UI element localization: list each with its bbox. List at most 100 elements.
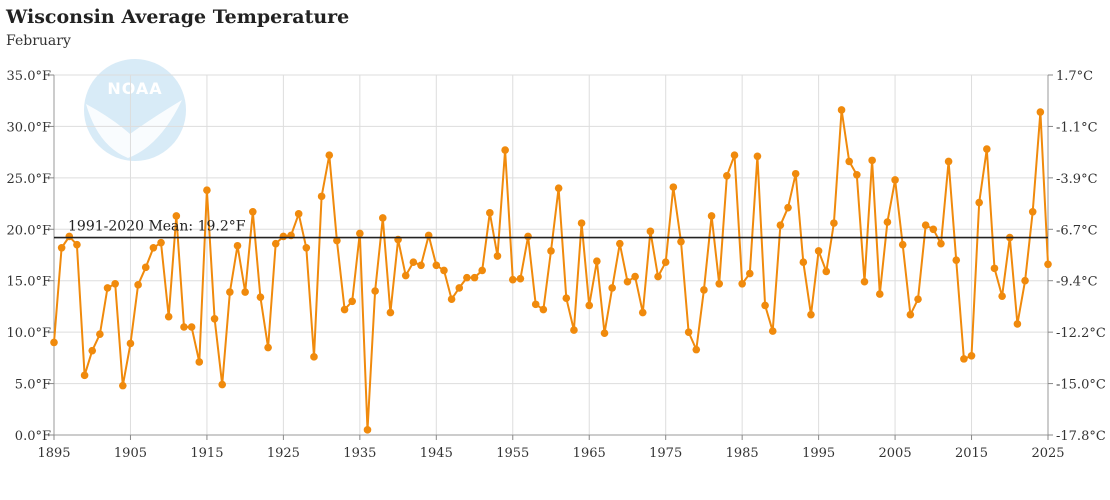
data-point [463, 273, 471, 282]
data-point [868, 156, 876, 165]
data-point [241, 288, 249, 296]
x-tick-label: 1995 [802, 446, 835, 461]
data-point [88, 346, 97, 355]
x-tick-label: 1925 [267, 446, 300, 461]
data-point [761, 301, 769, 310]
x-tick-label: 1965 [573, 446, 606, 461]
data-point [906, 310, 915, 319]
data-point [233, 241, 242, 250]
data-point [577, 219, 586, 227]
y2-tick-label: -17.8°C [1056, 429, 1106, 444]
data-point [134, 281, 142, 289]
data-point [960, 355, 968, 363]
x-tick-label: 1945 [420, 446, 453, 461]
data-point [1021, 276, 1029, 285]
x-tick-label: 1905 [114, 446, 147, 461]
data-point [1013, 320, 1022, 328]
data-point [776, 221, 785, 229]
x-tick-label: 2005 [879, 446, 912, 461]
data-point [547, 247, 555, 255]
data-point [661, 258, 670, 267]
y-axis-ticks-left: 0.0°F 5.0°F 10.0°F 15.0°F 20.0°F 25.0°F 30.0°F… [7, 69, 54, 444]
data-point [860, 277, 869, 286]
data-point [149, 244, 158, 252]
data-point [356, 229, 364, 238]
y-tick-label: 15.0°F [7, 275, 51, 290]
data-point [226, 288, 234, 296]
data-point [378, 214, 387, 222]
data-point [57, 244, 66, 252]
logo-bird-shape [86, 100, 182, 158]
data-point [638, 308, 647, 317]
data-point [279, 232, 288, 241]
y2-tick-label: -6.7°C [1056, 223, 1098, 238]
y-tick-label: 5.0°F [15, 378, 51, 393]
data-point [837, 106, 846, 114]
data-point [401, 271, 410, 280]
data-point [998, 292, 1006, 300]
data-point [432, 261, 441, 270]
data-point [600, 329, 609, 337]
data-point [409, 258, 418, 267]
data-point [516, 274, 525, 283]
data-point [883, 218, 892, 226]
data-point [340, 305, 349, 314]
data-point [103, 284, 112, 292]
data-point [325, 151, 334, 160]
data-point [386, 308, 395, 317]
data-point [753, 152, 762, 161]
data-point [172, 212, 181, 220]
data-point [1028, 208, 1037, 216]
x-tick-label: 1975 [649, 446, 682, 461]
data-point [921, 221, 930, 229]
data-point [898, 240, 907, 249]
data-point [218, 380, 227, 389]
x-axis-ticks: 1895 1905 1915 1925 1935 1945 1955 1965 1975 1985… [37, 435, 1065, 461]
data-point [210, 314, 219, 323]
data-point [914, 295, 922, 304]
data-point [608, 284, 616, 292]
data-point [333, 236, 341, 245]
data-point [967, 352, 976, 360]
data-point [65, 232, 74, 241]
data-point [616, 239, 624, 248]
data-point [348, 297, 357, 306]
data-point [80, 371, 89, 380]
data-point [50, 338, 58, 347]
data-point [990, 264, 999, 273]
y-tick-label: 35.0°F [7, 69, 51, 84]
data-point [508, 275, 517, 284]
data-point [1036, 108, 1045, 116]
data-point [975, 198, 983, 207]
noaa-logo: NOAA [84, 59, 186, 161]
data-point [164, 312, 173, 321]
x-tick-label: 1955 [496, 446, 529, 461]
data-point [73, 240, 81, 249]
y-tick-label: 10.0°F [7, 326, 51, 341]
data-point [646, 227, 655, 236]
data-point [677, 237, 685, 246]
data-point [929, 225, 938, 234]
data-point [807, 310, 815, 319]
data-point [501, 146, 509, 154]
data-point [891, 176, 899, 184]
data-point [478, 266, 486, 275]
data-point [791, 169, 800, 178]
data-point [853, 170, 861, 179]
y2-tick-label: -1.1°C [1056, 120, 1098, 135]
data-point [187, 323, 196, 331]
data-point [669, 183, 678, 191]
y2-tick-label: -3.9°C [1056, 172, 1098, 187]
x-tick-label: 1985 [726, 446, 759, 461]
data-point [692, 345, 701, 354]
data-point [486, 209, 494, 217]
data-point [470, 273, 479, 282]
data-point [814, 247, 823, 255]
x-tick-label: 2025 [1031, 446, 1064, 461]
data-point [822, 267, 831, 276]
y2-tick-label: -15.0°C [1056, 378, 1106, 393]
data-point [768, 327, 777, 335]
data-point [317, 192, 326, 201]
data-point [983, 145, 991, 153]
